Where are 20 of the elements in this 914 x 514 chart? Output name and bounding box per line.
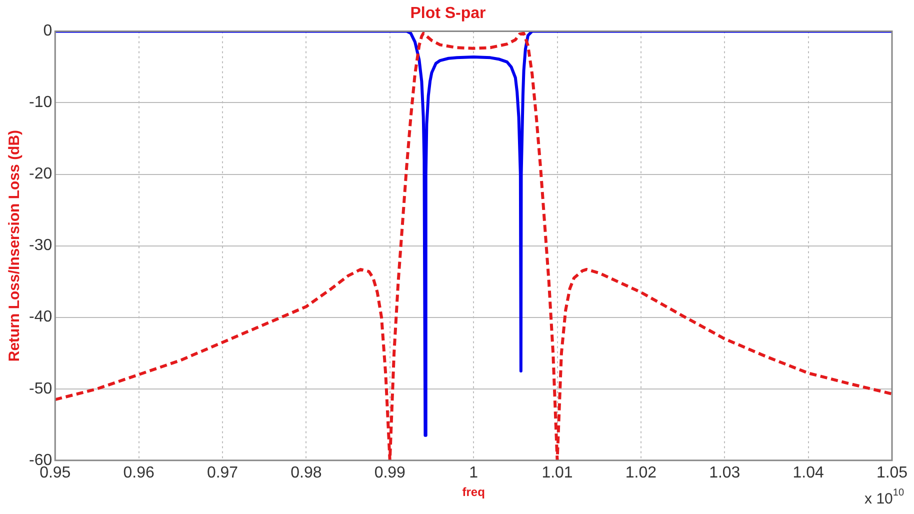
x-tick-label: 1.04: [792, 464, 824, 482]
y-tick-label: -30: [29, 237, 52, 254]
x-tick-label: 0.95: [40, 464, 71, 482]
chart-title: Plot S-par: [410, 5, 486, 22]
x-tick-label: 0.99: [374, 464, 406, 482]
x-tick-label: 1.03: [709, 464, 740, 482]
x-tick-label: 1.01: [542, 464, 573, 482]
x-tick-label: 0.97: [206, 464, 238, 482]
x-tick-label: 0.98: [290, 464, 322, 482]
x-tick-label: 1.05: [876, 464, 908, 482]
x-axis-title: freq: [462, 485, 485, 500]
y-tick-label: 0: [43, 22, 52, 40]
y-tick-label: -20: [29, 166, 52, 183]
y-tick-label: -40: [29, 308, 52, 326]
y-tick-label: -10: [29, 94, 52, 112]
x-tick-label: 0.96: [123, 464, 154, 482]
y-tick-label: -50: [29, 380, 52, 398]
x-tick-label: 1: [469, 464, 478, 482]
x-tick-label: 1.02: [625, 464, 657, 482]
y-axis-title: Return Loss/Insersion Loss (dB): [6, 130, 24, 362]
